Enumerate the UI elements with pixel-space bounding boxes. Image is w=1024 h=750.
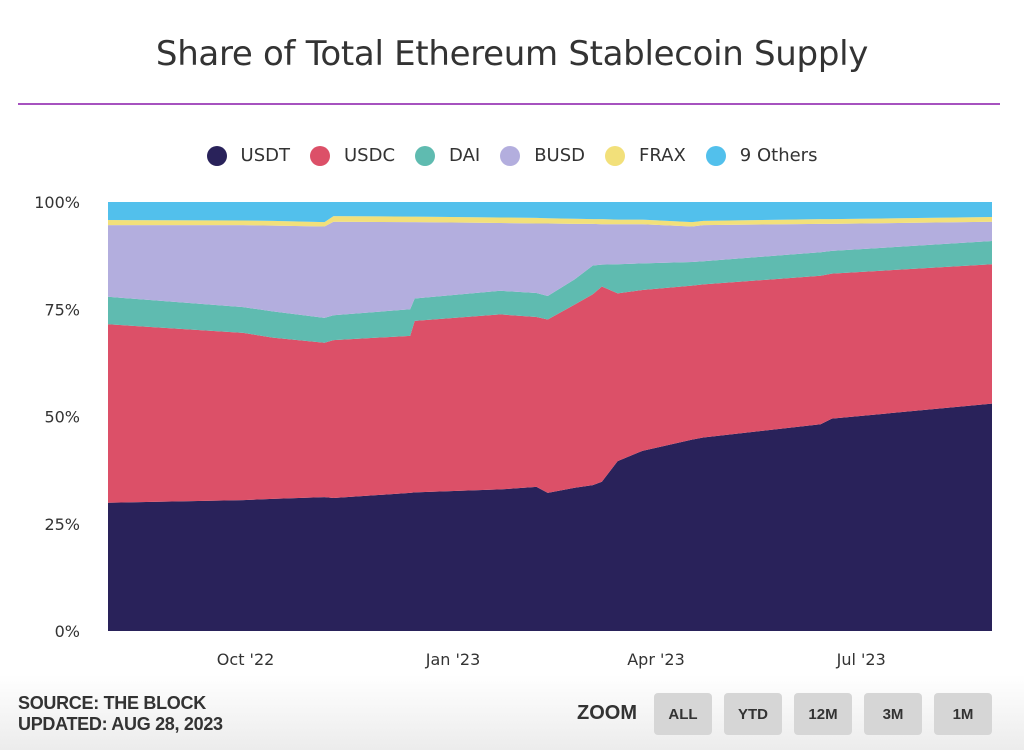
- legend-label: USDC: [344, 145, 396, 166]
- chart-title: Share of Total Ethereum Stablecoin Suppl…: [155, 34, 869, 74]
- footer-background: [0, 675, 1024, 750]
- source-text: SOURCE: THE BLOCK: [18, 693, 206, 713]
- legend-item-others[interactable]: 9 Others: [705, 145, 818, 166]
- y-tick-label: 0%: [55, 622, 80, 641]
- legend-label: FRAX: [639, 145, 686, 166]
- zoom-12m-button[interactable]: 12M: [794, 693, 852, 735]
- legend-swatch: [206, 145, 227, 166]
- x-tick-label: Jan '23: [425, 650, 481, 669]
- zoom-label: ZOOM: [577, 702, 637, 724]
- legend-item-busd[interactable]: BUSD: [500, 145, 585, 166]
- y-tick-label: 50%: [44, 408, 80, 427]
- area-others: [108, 202, 992, 223]
- y-tick-label: 75%: [44, 300, 80, 319]
- legend-item-dai[interactable]: DAI: [415, 145, 480, 166]
- zoom-ytd-button[interactable]: YTD: [724, 693, 782, 735]
- y-tick-label: 100%: [34, 193, 80, 212]
- legend-label: DAI: [449, 145, 481, 166]
- legend-item-usdt[interactable]: USDT: [206, 145, 290, 166]
- area-usdc: [108, 264, 992, 503]
- area-dai: [108, 241, 992, 343]
- legend-item-frax[interactable]: FRAX: [605, 145, 686, 166]
- legend: USDT USDC DAI BUSD FRAX 9 Others: [0, 145, 1024, 166]
- legend-label: BUSD: [534, 145, 586, 166]
- legend-label: USDT: [240, 145, 290, 166]
- legend-swatch: [605, 145, 626, 166]
- legend-swatch: [705, 145, 726, 166]
- legend-item-usdc[interactable]: USDC: [310, 145, 395, 166]
- x-tick-label: Jul '23: [836, 650, 886, 669]
- source-note: SOURCE: THE BLOCK UPDATED: AUG 28, 2023: [18, 693, 223, 735]
- legend-swatch: [415, 145, 436, 166]
- x-tick-label: Apr '23: [627, 650, 685, 669]
- area-frax: [108, 216, 992, 227]
- zoom-all-button[interactable]: ALL: [654, 693, 712, 735]
- y-tick-label: 25%: [44, 515, 80, 534]
- legend-label: 9 Others: [739, 145, 818, 166]
- legend-swatch: [310, 145, 330, 166]
- x-tick-label: Oct '22: [217, 650, 275, 669]
- area-busd: [108, 221, 992, 318]
- updated-text: UPDATED: AUG 28, 2023: [18, 714, 223, 734]
- zoom-1m-button[interactable]: 1M: [934, 693, 992, 735]
- area-usdt: [108, 403, 992, 631]
- title-divider: [18, 103, 1000, 105]
- zoom-3m-button[interactable]: 3M: [864, 693, 922, 735]
- legend-swatch: [500, 145, 521, 166]
